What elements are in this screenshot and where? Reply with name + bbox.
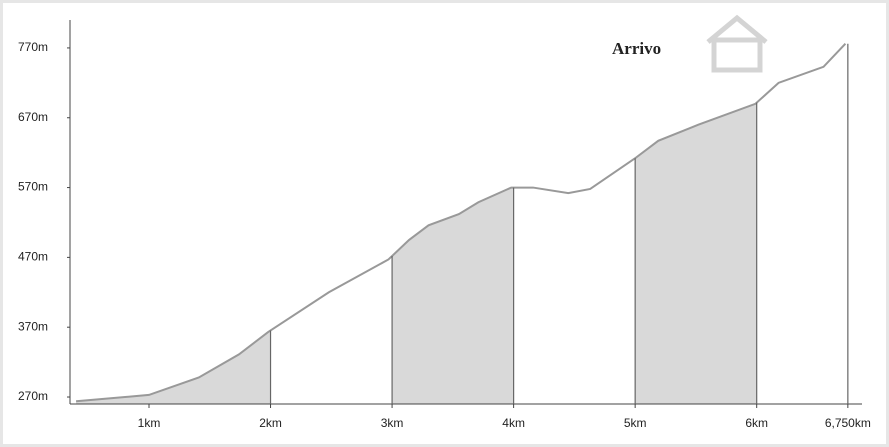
x-tick-label: 1km [138,416,161,430]
x-tick-label: 2km [259,416,282,430]
y-tick-label: 670m [18,110,48,124]
y-tick-label: 770m [18,40,48,54]
shaded-band [76,330,271,404]
shaded-band [635,102,757,404]
house-icon [706,14,768,73]
profile-line [75,43,847,403]
y-tick-label: 470m [18,250,48,264]
x-tick-label: 5km [624,416,647,430]
x-tick-label: 3km [381,416,404,430]
x-tick-label: 6,750km [825,416,871,430]
annotation: Arrivo [612,39,661,58]
shaded-band [392,187,514,404]
x-tick-label: 4km [502,416,525,430]
y-tick-label: 370m [18,319,48,333]
y-tick-label: 270m [18,389,48,403]
y-tick-label: 570m [18,180,48,194]
x-tick-label: 6km [745,416,768,430]
